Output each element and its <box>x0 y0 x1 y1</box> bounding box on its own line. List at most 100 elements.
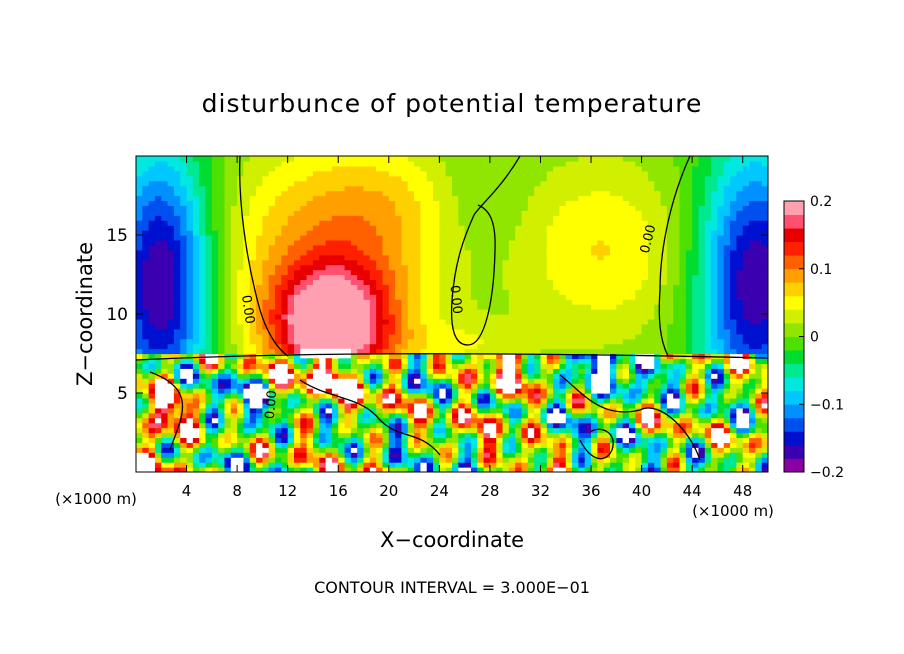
heatmap-cell <box>230 402 238 409</box>
heatmap-cell <box>603 259 611 266</box>
heatmap-cell <box>218 220 226 226</box>
heatmap-cell <box>382 388 390 394</box>
heatmap-cell <box>426 175 434 182</box>
heatmap-cell <box>287 274 295 281</box>
heatmap-cell <box>300 160 308 167</box>
heatmap-cell <box>256 348 263 355</box>
heatmap-cell <box>540 452 548 458</box>
heatmap-cell <box>464 402 472 409</box>
heatmap-cell <box>268 244 276 251</box>
heatmap-cell <box>237 274 245 281</box>
heatmap-cell <box>180 210 188 216</box>
heatmap-cell <box>237 422 245 429</box>
heatmap-cell <box>553 309 561 315</box>
heatmap-cell <box>401 225 409 231</box>
heatmap-cell <box>281 422 289 429</box>
heatmap-cell <box>527 185 535 192</box>
heatmap-cell <box>369 200 377 206</box>
heatmap-cell <box>464 437 472 443</box>
heatmap-cell <box>546 254 554 261</box>
heatmap-cell <box>192 156 200 162</box>
heatmap-cell <box>477 427 485 434</box>
heatmap-cell <box>584 397 592 404</box>
heatmap-cell <box>218 412 226 419</box>
heatmap-cell <box>470 412 478 419</box>
heatmap-cell <box>534 259 542 266</box>
heatmap-cell <box>445 452 453 458</box>
heatmap-cell <box>540 442 548 448</box>
heatmap-cell <box>553 378 561 384</box>
heatmap-cell <box>439 235 447 241</box>
heatmap-cell <box>445 402 453 409</box>
heatmap-cell <box>420 299 428 305</box>
heatmap-cell <box>224 244 232 251</box>
heatmap-cell <box>154 314 162 320</box>
heatmap-cell <box>395 462 403 468</box>
heatmap-cell <box>148 368 156 374</box>
heatmap-cell <box>433 225 440 231</box>
heatmap-cell <box>395 348 403 355</box>
heatmap-cell <box>287 452 295 458</box>
heatmap-cell <box>584 462 592 468</box>
heatmap-cell <box>584 388 592 394</box>
heatmap-cell <box>515 397 523 404</box>
heatmap-cell <box>287 323 295 330</box>
heatmap-cell <box>502 407 510 414</box>
heatmap-cell <box>445 447 453 453</box>
heatmap-cell <box>414 358 421 364</box>
heatmap-cell <box>369 402 377 409</box>
heatmap-cell <box>369 338 377 345</box>
heatmap-cell <box>622 165 630 172</box>
heatmap-cell <box>388 239 396 246</box>
heatmap-cell <box>426 205 434 211</box>
heatmap-cell <box>294 467 301 472</box>
heatmap-cell <box>281 467 289 472</box>
heatmap-cell <box>205 259 213 266</box>
heatmap-cell <box>603 304 611 310</box>
heatmap-cell <box>584 304 592 310</box>
heatmap-cell <box>268 180 276 187</box>
heatmap-cell <box>154 338 162 345</box>
heatmap-cell <box>477 259 485 266</box>
heatmap-cell <box>439 274 447 281</box>
heatmap-cell <box>230 358 238 364</box>
heatmap-cell <box>167 309 175 315</box>
heatmap-cell <box>230 294 238 300</box>
heatmap-cell <box>268 397 276 404</box>
heatmap-cell <box>281 185 289 192</box>
heatmap-cell <box>136 170 143 177</box>
heatmap-cell <box>350 170 358 177</box>
heatmap-cell <box>230 338 238 345</box>
heatmap-cell <box>426 309 434 315</box>
heatmap-cell <box>369 175 377 182</box>
heatmap-cell <box>173 378 181 384</box>
heatmap-cell <box>275 259 282 266</box>
heatmap-cell <box>136 333 143 340</box>
heatmap-cell <box>477 338 485 345</box>
heatmap-cell <box>167 343 175 350</box>
heatmap-cell <box>325 442 333 448</box>
heatmap-cell <box>331 230 339 236</box>
heatmap-cell <box>527 412 535 419</box>
heatmap-cell <box>142 437 150 443</box>
heatmap-cell <box>167 368 175 374</box>
heatmap-cell <box>452 239 459 246</box>
heatmap-cell <box>376 373 384 379</box>
heatmap-cell <box>294 358 301 364</box>
heatmap-cell <box>597 304 605 310</box>
heatmap-cell <box>281 402 289 409</box>
heatmap-cell <box>300 215 308 221</box>
heatmap-cell <box>319 422 327 429</box>
heatmap-cell <box>496 259 504 266</box>
heatmap-cell <box>527 437 535 443</box>
heatmap-cell <box>294 279 301 285</box>
heatmap-cell <box>148 205 156 211</box>
heatmap-cell <box>464 264 472 271</box>
heatmap-cell <box>407 215 415 221</box>
heatmap-cell <box>300 427 308 434</box>
heatmap-cell <box>597 185 605 192</box>
heatmap-cell <box>572 235 579 241</box>
heatmap-cell <box>610 462 617 468</box>
heatmap-cell <box>344 328 352 335</box>
heatmap-cell <box>136 314 143 320</box>
